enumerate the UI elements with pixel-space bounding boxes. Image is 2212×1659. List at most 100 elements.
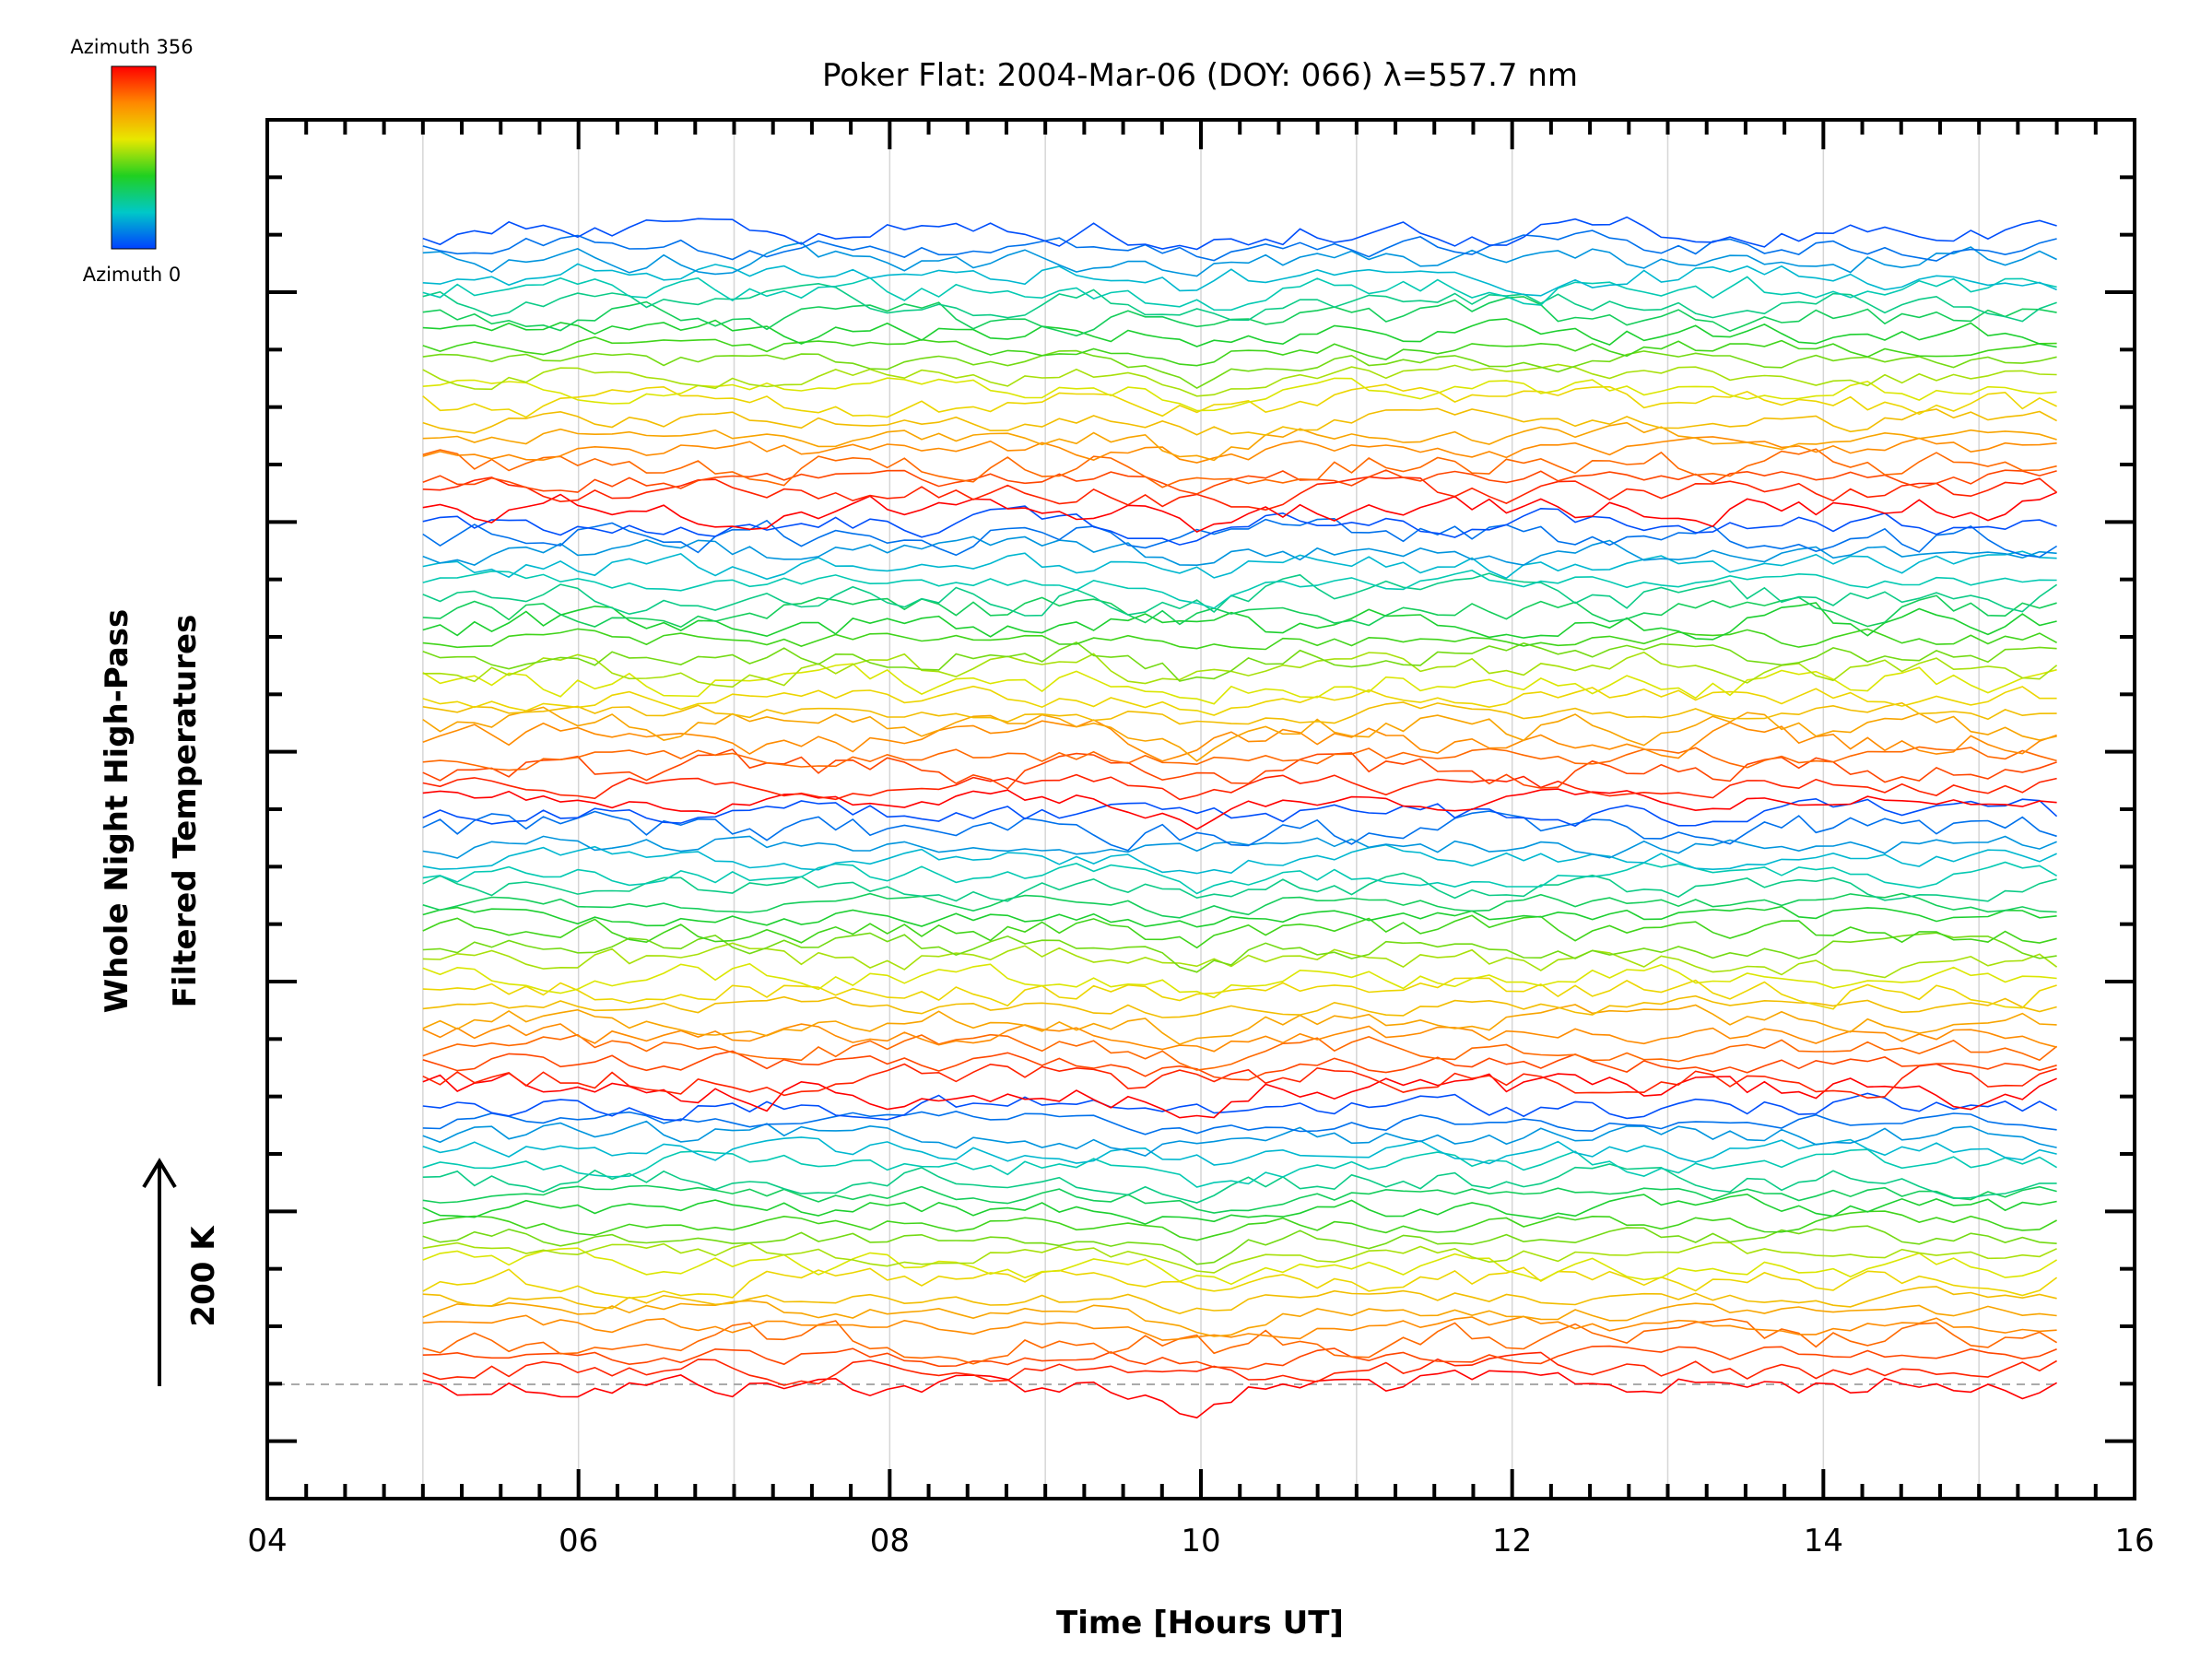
series-line [422, 505, 2057, 546]
series-line [422, 977, 2057, 1010]
series-line [422, 685, 2057, 716]
x-tick-label: 10 [1181, 1523, 1220, 1559]
series-line [422, 276, 2057, 312]
series-line [422, 476, 2058, 512]
series-line [422, 1136, 2057, 1166]
series-line [422, 318, 2057, 348]
series-line [422, 594, 2057, 629]
series-line [422, 407, 2057, 436]
series-line [422, 835, 2057, 859]
colorbar-bottom-label: Azimuth 0 [83, 264, 182, 286]
series-line [422, 773, 2057, 801]
series-line [422, 1210, 2057, 1241]
series-line [422, 572, 2058, 617]
axis-ticks [265, 120, 2136, 1499]
series-line [422, 1120, 2057, 1157]
chart-title: Poker Flat: 2004-Mar-06 (DOY: 066) λ=557… [822, 57, 1578, 94]
series-line [422, 282, 2057, 323]
series-line [422, 651, 2058, 688]
series-line [422, 1300, 2057, 1337]
series-line [422, 1266, 2058, 1300]
series-line [422, 1148, 2058, 1188]
series-line [422, 550, 2057, 581]
series-line [422, 1225, 2057, 1265]
x-tick-label: 12 [1492, 1523, 1532, 1559]
series-line [422, 216, 2057, 251]
series-line [422, 383, 2057, 418]
series-group [422, 216, 2058, 1419]
series-line [422, 861, 2058, 895]
series-line [422, 1314, 2057, 1341]
series-line [422, 436, 2057, 464]
series-line [422, 1351, 2057, 1386]
series-line [422, 706, 2057, 762]
series-line [422, 1318, 2058, 1365]
series-line [422, 263, 2057, 297]
series-line [422, 517, 2058, 559]
y-axis-label-line2: Filtered Temperatures [167, 615, 204, 1008]
x-tick-labels: 04 06 08 10 12 14 16 [247, 1523, 2154, 1559]
series-line [422, 1110, 2057, 1135]
series-line [422, 229, 2057, 262]
series-line [422, 810, 2057, 852]
series-line [422, 905, 2057, 928]
series-line [422, 1241, 2057, 1274]
series-line [422, 1092, 2057, 1122]
series-line [422, 1286, 2057, 1315]
series-line [422, 535, 2057, 567]
vertical-gridlines [422, 120, 1980, 1499]
x-tick-label: 08 [870, 1523, 910, 1559]
series-line [422, 843, 2057, 875]
series-line [422, 241, 2057, 277]
x-tick-label: 14 [1804, 1523, 1843, 1559]
x-tick-label: 16 [2114, 1523, 2154, 1559]
plot-frame [265, 118, 2136, 1500]
colorbar [111, 65, 157, 250]
series-line [422, 788, 2057, 830]
series-line [422, 448, 2057, 488]
series-line [422, 748, 2057, 790]
scale-arrow-head [142, 1158, 177, 1189]
series-line [422, 1023, 2057, 1053]
series-line [422, 335, 2057, 367]
series-line [422, 962, 2057, 999]
series-line [422, 628, 2057, 651]
series-line [422, 872, 2057, 902]
x-axis-label: Time [Hours UT] [1056, 1605, 1344, 1641]
series-line [422, 349, 2057, 390]
series-line [422, 469, 2057, 495]
series-line [422, 602, 2057, 641]
series-line [422, 1004, 2057, 1045]
series-line [422, 363, 2057, 397]
series-line [422, 892, 2057, 919]
x-tick-label: 04 [247, 1523, 287, 1559]
series-line [422, 570, 2057, 609]
y-axis-label-line1: Whole Night High-Pass [99, 609, 135, 1014]
series-line [422, 701, 2057, 725]
scale-bar-label: 200 K [185, 1225, 222, 1327]
x-tick-label: 06 [559, 1523, 598, 1559]
series-line [422, 1163, 2057, 1204]
series-line [422, 377, 2057, 412]
series-line [422, 942, 2058, 979]
series-line [422, 994, 2057, 1018]
series-line [422, 1193, 2057, 1225]
series-line [422, 1050, 2057, 1081]
series-line [422, 1063, 2057, 1100]
series-line [422, 1369, 2058, 1419]
series-line [422, 421, 2057, 462]
series-line [422, 719, 2057, 762]
series-line [422, 1345, 2057, 1371]
series-line [422, 1247, 2058, 1286]
colorbar-top-label: Azimuth 356 [70, 36, 193, 58]
series-line [422, 914, 2057, 949]
series-line [422, 1184, 2057, 1214]
series-line [422, 296, 2057, 337]
series-line [422, 797, 2058, 828]
series-line [422, 663, 2057, 705]
series-line [422, 1033, 2058, 1071]
series-line [422, 746, 2057, 771]
series-line [422, 491, 2057, 534]
series-line [422, 641, 2057, 682]
